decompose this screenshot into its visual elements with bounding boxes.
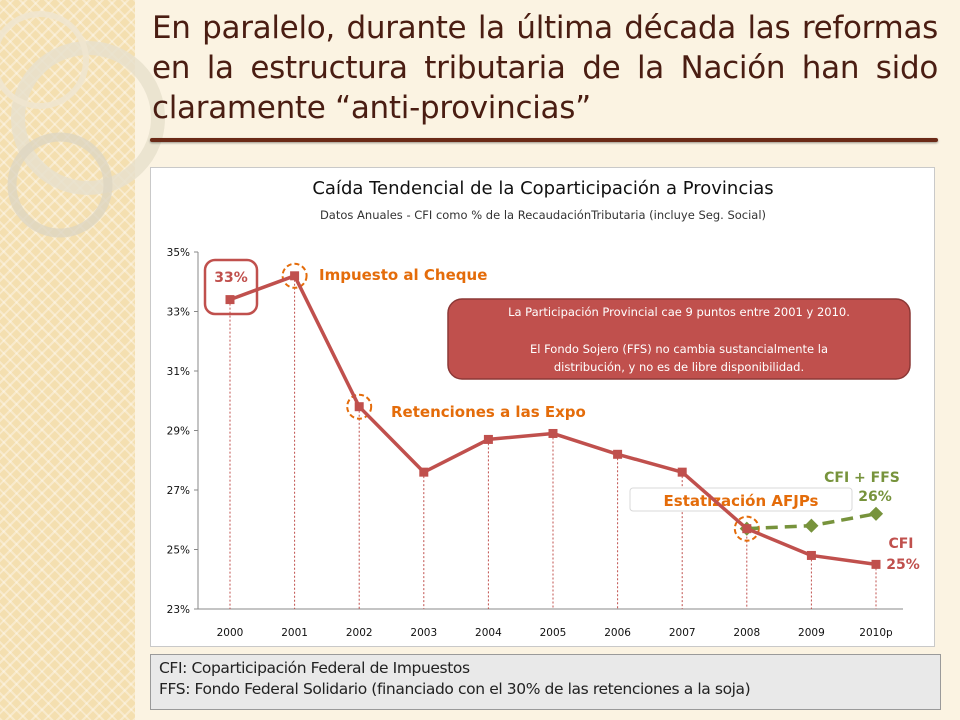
cfi-ffs-value-label: 26%: [858, 489, 892, 505]
callout-line-3: distribución, y no es de libre disponibi…: [554, 360, 804, 374]
x-tick-label: 2004: [475, 627, 502, 639]
x-tick-label: 2001: [281, 627, 308, 639]
footnote-box: CFI: Coparticipación Federal de Impuesto…: [150, 654, 941, 710]
cfi-point: [806, 550, 816, 560]
chart-subtitle: Datos Anuales - CFI como % de la Recauda…: [320, 208, 766, 222]
label-2000-box: [203, 258, 259, 316]
y-tick-label: 29%: [167, 426, 190, 438]
cfi-ffs-series-label: CFI + FFS: [824, 470, 900, 486]
cheque-label: Impuesto al Cheque: [319, 266, 487, 284]
cfi-ffs-point: [804, 518, 819, 533]
title-underline: [150, 138, 938, 142]
afjp-label: Estatización AFJPs: [664, 492, 819, 510]
y-tick-label: 31%: [167, 366, 190, 378]
x-tick-label: 2002: [346, 627, 373, 639]
cfi-series-label: CFI: [888, 536, 913, 552]
label-2000: 33%: [214, 270, 248, 286]
cfi-point: [677, 467, 687, 477]
chart-title: Caída Tendencial de la Coparticipación a…: [312, 178, 773, 199]
cfi-point: [548, 428, 558, 438]
x-tick-label: 2010p: [859, 627, 893, 639]
chart-panel: Caída Tendencial de la Coparticipación a…: [150, 167, 935, 647]
series-cfi: [225, 271, 881, 569]
footnote-line-1: CFI: Coparticipación Federal de Impuesto…: [159, 659, 470, 677]
slide-title: En paralelo, durante la última década la…: [152, 10, 938, 126]
cfi-point: [613, 449, 623, 459]
drop-lines: [229, 275, 877, 609]
cfi-point: [742, 524, 752, 534]
x-tick-label: 2000: [217, 627, 244, 639]
cfi-point: [290, 271, 300, 281]
cfi-point: [483, 434, 493, 444]
cfi-value-label: 25%: [886, 557, 920, 573]
highlight-circle: [346, 393, 373, 420]
callout-line-2: El Fondo Sojero (FFS) no cambia sustanci…: [530, 342, 828, 356]
y-tick-label: 35%: [167, 247, 190, 259]
cfi-point: [419, 467, 429, 477]
afjp-label-box: [629, 487, 853, 512]
callout-line-1: La Participación Provincial cae 9 puntos…: [508, 305, 850, 319]
x-tick-label: 2008: [733, 627, 760, 639]
cfi-point: [354, 402, 364, 412]
x-tick-label: 2006: [604, 627, 631, 639]
decorative-circles: [0, 11, 165, 238]
cfi-ffs-point: [868, 506, 884, 521]
cfi-point: [871, 559, 881, 569]
callout-box: [447, 298, 911, 380]
y-tick-label: 25%: [167, 545, 190, 557]
y-tick-label: 33%: [167, 307, 190, 319]
x-tick-label: 2007: [669, 627, 696, 639]
x-tick-label: 2009: [798, 627, 825, 639]
highlight-circle: [281, 262, 308, 289]
cfi-point: [225, 295, 235, 305]
footnote-line-2: FFS: Fondo Federal Solidario (financiado…: [159, 680, 751, 698]
x-tick-label: 2003: [410, 627, 437, 639]
x-tick-label: 2005: [540, 627, 567, 639]
chart-axes: 23% 25% 27% 29% 31% 33% 35% 2000 2001 2002 2003 200…: [167, 247, 903, 639]
retenciones-label: Retenciones a las Expo: [391, 403, 586, 421]
line-chart: Caída Tendencial de la Coparticipación a…: [167, 178, 920, 639]
y-tick-label: 23%: [167, 604, 190, 616]
y-tick-label: 27%: [167, 485, 190, 497]
